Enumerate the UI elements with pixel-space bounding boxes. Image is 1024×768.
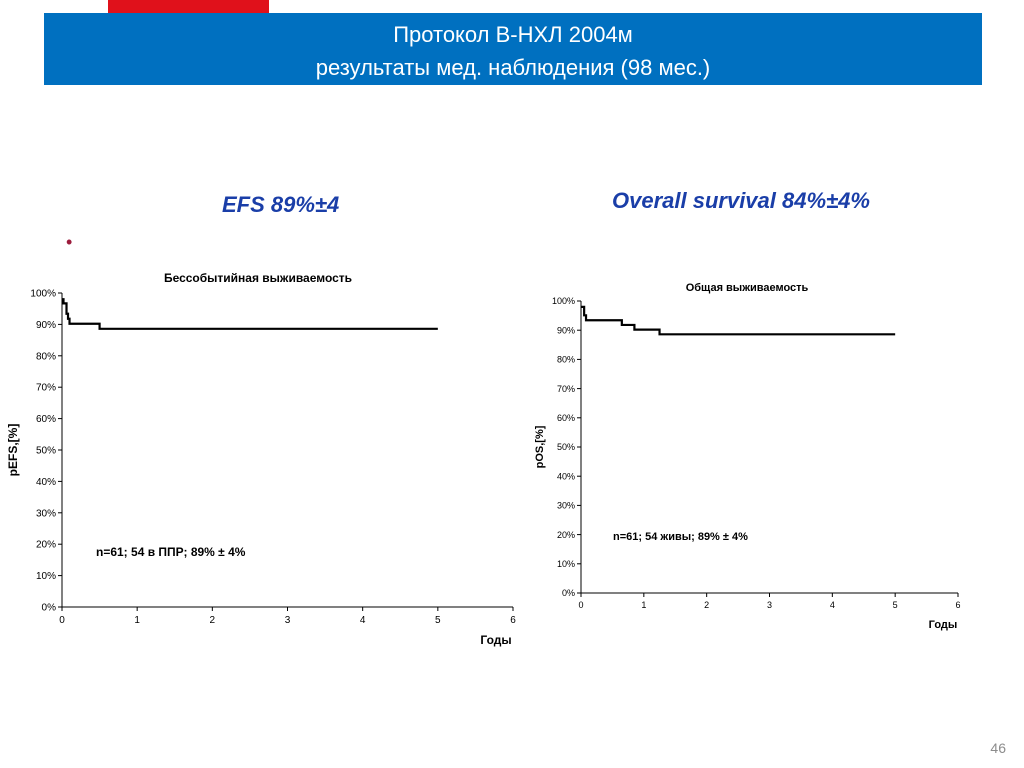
y-tick-label: 70%	[36, 383, 56, 394]
x-tick-label: 3	[767, 600, 772, 610]
chart-title: Бессобытийная выживаемость	[164, 271, 352, 285]
y-tick-label: 50%	[557, 442, 575, 452]
y-tick-label: 100%	[552, 296, 575, 306]
x-tick-label: 0	[578, 600, 583, 610]
y-tick-label: 30%	[36, 508, 56, 519]
os-stat-title: Overall survival 84%±4%	[612, 188, 870, 213]
survival-curve	[62, 298, 438, 330]
x-tick-label: 4	[830, 600, 835, 610]
chart-annotation: n=61; 54 живы; 89% ± 4%	[613, 531, 748, 543]
x-axis-label: Годы	[929, 619, 958, 631]
y-tick-label: 0%	[562, 588, 575, 598]
y-tick-label: 20%	[557, 530, 575, 540]
y-axis-label: pOS,[%]	[534, 425, 546, 468]
x-tick-label: 1	[641, 600, 646, 610]
x-tick-label: 1	[134, 615, 140, 626]
bullet-marker: •	[66, 232, 73, 252]
x-tick-label: 6	[510, 615, 516, 626]
os-chart: 0% 10% 20% 30% 40% 50% 60% 70% 80% 90% 100% 0 1 2 3 4 5 6…	[534, 282, 961, 631]
survival-curve	[581, 305, 896, 336]
x-tick-label: 0	[59, 615, 65, 626]
y-tick-label: 100%	[30, 289, 56, 300]
y-tick-label: 60%	[36, 414, 56, 425]
y-tick-label: 50%	[36, 446, 56, 457]
y-tick-label: 80%	[557, 355, 575, 365]
y-tick-label: 20%	[36, 540, 56, 551]
x-tick-label: 5	[435, 615, 441, 626]
y-tick-label: 90%	[36, 320, 56, 331]
y-tick-label: 60%	[557, 413, 575, 423]
y-tick-label: 40%	[557, 471, 575, 481]
accent-tab	[108, 0, 269, 13]
efs-stat-title: EFS 89%±4	[222, 192, 340, 217]
y-tick-label: 90%	[557, 325, 575, 335]
slide-title: Протокол В-НХЛ 2004м	[393, 22, 633, 47]
y-tick-label: 80%	[36, 351, 56, 362]
y-tick-label: 70%	[557, 384, 575, 394]
chart-title: Общая выживаемость	[686, 282, 809, 294]
y-tick-label: 30%	[557, 501, 575, 511]
y-tick-label: 10%	[36, 571, 56, 582]
efs-chart: 0% 10% 20% 30% 40% 50% 60% 70% 80% 90% 100% 0 1 2 3 4 5 6…	[6, 271, 516, 647]
chart-annotation: n=61; 54 в ППР; 89% ± 4%	[96, 545, 246, 559]
x-tick-label: 4	[360, 615, 366, 626]
x-tick-label: 5	[893, 600, 898, 610]
x-tick-label: 2	[704, 600, 709, 610]
y-axis-label: pEFS,[%]	[6, 424, 20, 477]
header-bar: Протокол В-НХЛ 2004м результаты мед. наб…	[44, 13, 982, 85]
x-tick-label: 6	[955, 600, 960, 610]
x-axis-label: Годы	[480, 633, 511, 647]
y-tick-label: 0%	[42, 603, 57, 614]
page-number: 46	[990, 740, 1006, 756]
slide-subtitle: результаты мед. наблюдения (98 мес.)	[315, 55, 711, 80]
x-tick-label: 3	[285, 615, 291, 626]
y-tick-label: 10%	[557, 559, 575, 569]
y-tick-label: 40%	[36, 477, 56, 488]
x-tick-label: 2	[210, 615, 216, 626]
